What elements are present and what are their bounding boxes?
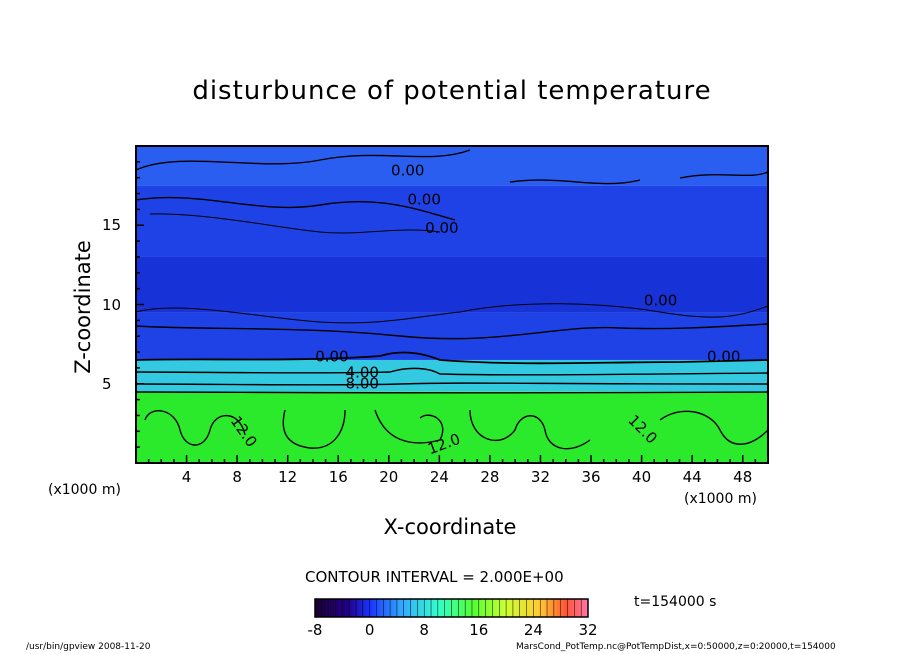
colorbar-tick-label: 8 — [419, 621, 429, 639]
x-tick-label: 16 — [328, 468, 348, 486]
contour-label: 4.00 — [346, 363, 379, 381]
x-tick-label: 36 — [581, 468, 601, 486]
contour-label: 0.00 — [407, 191, 440, 209]
x-tick-label: 4 — [181, 468, 192, 486]
y-axis-label: Z-coordinate — [71, 240, 95, 374]
contour-label: 8.00 — [346, 375, 379, 393]
x-tick-label: 44 — [682, 468, 702, 486]
x-tick-label: 28 — [480, 468, 500, 486]
x-tick-marks — [147, 455, 757, 463]
x-unit-label: (x1000 m) — [684, 491, 757, 507]
y-tick-marks — [136, 161, 144, 448]
footer-right: MarsCond_PotTemp.nc@PotTempDist,x=0:5000… — [516, 642, 836, 652]
colorbar-divisions — [314, 599, 589, 617]
contour-label: 0.00 — [644, 291, 677, 309]
colorbar-tick-label: 0 — [364, 621, 375, 639]
x-tick-label: 8 — [232, 468, 242, 486]
colorbar-tick-label: 16 — [469, 621, 489, 639]
x-axis-label: X-coordinate — [383, 515, 517, 539]
contour-label: 0.00 — [425, 219, 458, 237]
field-layer — [136, 391, 768, 463]
contour-interval-label: CONTOUR INTERVAL = 2.000E+00 — [305, 568, 564, 586]
x-tick-label: 12 — [278, 468, 298, 486]
x-tick-label: 24 — [429, 468, 449, 486]
contour-lines — [135, 149, 769, 450]
field-layer — [136, 359, 768, 392]
field-layer — [136, 256, 768, 313]
colorbar-tick-label: -8 — [307, 621, 323, 639]
contour-label: 0.00 — [391, 161, 424, 179]
time-label: t=154000 s — [634, 594, 717, 610]
x-tick-label: 48 — [733, 468, 753, 486]
y-tick-label: 10 — [102, 295, 122, 314]
contour-label: 0.00 — [707, 348, 740, 366]
chart-title: disturbunce of potential temperature — [192, 76, 712, 106]
colorbar-tick-label: 24 — [523, 621, 543, 639]
colorbar-tick-label: 32 — [578, 621, 598, 639]
contour-label: 0.00 — [315, 348, 348, 366]
x-tick-label: 32 — [530, 468, 551, 486]
y-tick-label: 15 — [102, 216, 122, 235]
x-tick-label: 20 — [379, 468, 399, 486]
y-tick-label: 5 — [102, 374, 112, 393]
field-layer — [136, 146, 768, 186]
field-layers — [136, 146, 768, 463]
field-layer — [136, 312, 768, 360]
x-tick-label: 40 — [632, 468, 652, 486]
footer-left: /usr/bin/gpview 2008-11-20 — [26, 642, 151, 652]
y-unit-label: (x1000 m) — [48, 482, 121, 498]
